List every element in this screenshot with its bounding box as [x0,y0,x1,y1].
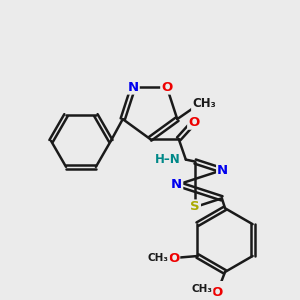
Text: O: O [168,251,179,265]
Text: N: N [171,178,182,191]
Text: S: S [190,200,200,214]
Text: CH₃: CH₃ [191,284,212,295]
Text: O: O [212,286,223,299]
Text: CH₃: CH₃ [192,98,216,110]
Text: H–N: H–N [155,153,181,166]
Text: CH₃: CH₃ [148,253,169,263]
Text: N: N [217,164,228,177]
Text: O: O [188,116,200,129]
Text: N: N [128,81,139,94]
Text: O: O [161,81,172,94]
